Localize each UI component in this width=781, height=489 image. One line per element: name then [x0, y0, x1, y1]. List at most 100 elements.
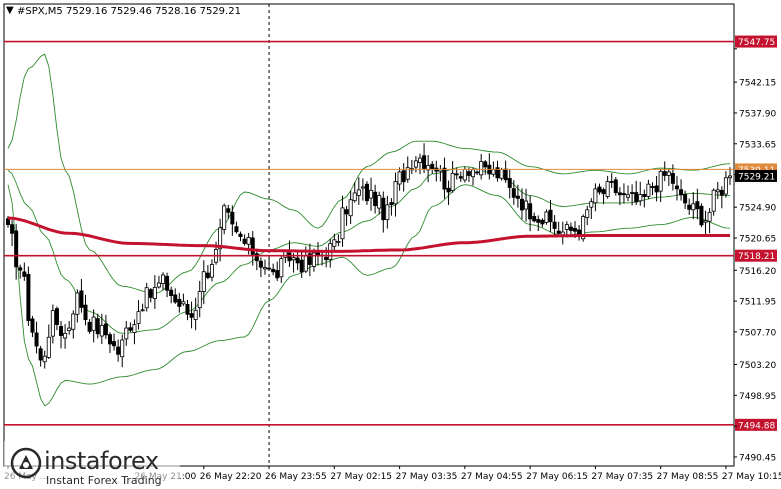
instaforex-logo-icon — [10, 447, 42, 483]
candle — [38, 345, 43, 367]
candle — [344, 205, 349, 226]
candle — [719, 186, 724, 209]
candle — [193, 297, 198, 331]
candle — [116, 339, 121, 362]
candle — [458, 171, 463, 182]
candle — [613, 177, 618, 196]
candle — [83, 294, 88, 326]
candle — [528, 195, 533, 232]
plot-frame — [3, 3, 735, 467]
candle — [181, 293, 186, 306]
candle — [683, 190, 688, 209]
price-tick-label: 7542.15 — [739, 79, 776, 89]
candle — [352, 182, 357, 203]
candle — [413, 156, 418, 173]
candle — [466, 167, 471, 183]
candle — [59, 321, 64, 349]
price-level-label: 7518.21 — [738, 252, 775, 262]
candle — [621, 183, 626, 204]
price-tick-label: 7507.70 — [739, 328, 776, 338]
candle — [360, 178, 365, 201]
candle — [666, 168, 671, 186]
candle — [577, 225, 582, 241]
candle — [609, 173, 614, 188]
candle — [218, 218, 223, 262]
candle — [10, 220, 15, 247]
candle — [679, 179, 684, 201]
candle — [275, 261, 280, 282]
candle — [295, 251, 300, 271]
candle — [642, 189, 647, 208]
time-tick-label: 27 May 10:15 — [722, 472, 781, 482]
candle — [703, 210, 708, 235]
candle — [152, 275, 157, 309]
candle — [662, 161, 667, 182]
candle — [112, 333, 117, 351]
candle — [691, 192, 696, 220]
candle — [728, 167, 733, 185]
watermark-brand: instaforex — [44, 447, 159, 475]
candle — [446, 180, 451, 205]
candle — [630, 184, 635, 206]
candle — [95, 313, 100, 339]
time-tick-label: 26 May 23:55 — [265, 472, 327, 482]
candle — [617, 187, 622, 205]
time-tick-label: 26 May 22:20 — [200, 472, 262, 482]
candle — [63, 324, 68, 349]
candle — [201, 260, 206, 305]
candle — [511, 180, 516, 205]
candle — [54, 306, 59, 331]
time-tick-label: 27 May 03:35 — [396, 472, 458, 482]
candle — [409, 159, 414, 175]
candle — [226, 204, 231, 219]
candle — [22, 262, 27, 281]
price-level-label: 7547.75 — [738, 38, 775, 48]
price-tick-label: 7520.65 — [739, 235, 776, 245]
candle — [234, 221, 239, 234]
candle — [638, 181, 643, 206]
candle — [430, 161, 435, 174]
candle — [495, 160, 500, 182]
candle — [381, 191, 386, 233]
candle — [650, 182, 655, 196]
time-tick-label: 27 May 08:55 — [657, 472, 719, 482]
candle — [597, 183, 602, 195]
candle — [515, 184, 520, 208]
candle — [397, 167, 402, 191]
candle — [230, 205, 235, 236]
watermark-panel — [4, 440, 180, 486]
candle — [356, 177, 361, 205]
candle — [299, 250, 304, 278]
candle — [348, 190, 353, 224]
candle — [120, 334, 125, 368]
candle — [242, 234, 247, 246]
dropdown-arrow-icon[interactable]: ▼ — [6, 5, 14, 16]
candle — [287, 240, 292, 267]
candle — [674, 176, 679, 201]
candle — [626, 185, 631, 202]
candle — [132, 319, 137, 345]
candle — [723, 171, 728, 198]
candle — [536, 215, 541, 231]
price-tick-label: 7490.45 — [739, 453, 776, 463]
candle — [364, 181, 369, 205]
candle — [369, 177, 374, 211]
candle — [605, 175, 610, 199]
time-tick-label: 27 May 02:15 — [330, 472, 392, 482]
candle — [50, 304, 55, 344]
candle — [471, 167, 476, 186]
candle — [654, 176, 659, 202]
candle — [103, 314, 108, 339]
candle — [560, 221, 565, 245]
candle — [544, 209, 549, 225]
price-tick-label: 7511.95 — [739, 298, 776, 308]
candle — [450, 161, 455, 193]
candle — [401, 163, 406, 192]
current-price-tag — [735, 169, 777, 182]
price-level-label: 7494.88 — [738, 421, 775, 431]
candle — [177, 292, 182, 313]
plot-area[interactable] — [3, 3, 735, 467]
candle — [699, 203, 704, 228]
candle — [34, 321, 39, 354]
